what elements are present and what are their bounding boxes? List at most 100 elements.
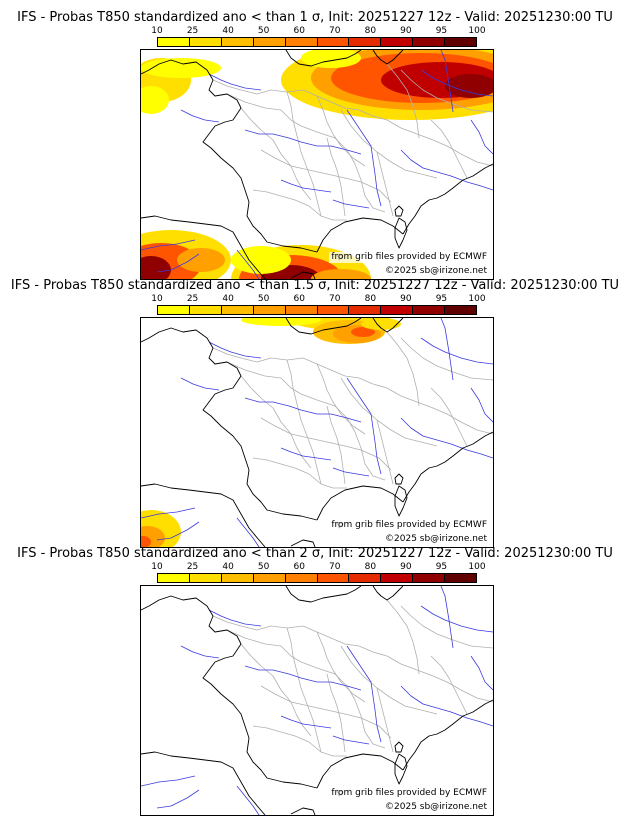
map-canvas <box>141 50 493 279</box>
admin-border-line <box>386 63 420 139</box>
river-line <box>440 318 454 381</box>
river-line <box>346 377 382 475</box>
coastline <box>141 327 242 377</box>
coastline <box>290 539 316 547</box>
admin-border-line <box>226 93 302 127</box>
probability-shading <box>141 318 401 547</box>
admin-border-line <box>376 151 394 217</box>
probability-area <box>361 318 401 330</box>
coastline <box>394 485 408 517</box>
colorbar-tick-label: 100 <box>468 26 486 36</box>
river-line <box>400 685 493 727</box>
copyright-credit: ©2025 sb@irizone.net <box>383 266 489 277</box>
colorbar-segment <box>285 38 318 46</box>
colorbar-tick-label: 60 <box>293 562 305 572</box>
colorbar-tick-label: 10 <box>151 294 163 304</box>
coastline <box>141 59 242 109</box>
admin-border-line <box>316 363 366 435</box>
colorbar-segment <box>285 574 318 582</box>
river-line <box>420 605 493 633</box>
colorbar-tick-label: 80 <box>364 26 377 36</box>
colorbar-segment <box>285 306 318 314</box>
coastline <box>202 375 318 521</box>
admin-border-line <box>286 91 322 217</box>
coastline <box>372 50 404 65</box>
admin-border-line <box>316 95 366 167</box>
admin-border-line <box>226 361 302 395</box>
coastline <box>394 473 404 485</box>
colorbar-tick-label: 25 <box>186 26 199 36</box>
colorbar-tick-label: 95 <box>435 26 448 36</box>
admin-border-line <box>340 109 438 179</box>
coastlines-borders-rivers <box>141 50 493 279</box>
river-line <box>156 789 200 809</box>
river-line <box>420 69 493 97</box>
colorbar-labels: 10 25 40 50 60 70 80 90 95 100 <box>151 26 485 36</box>
river-line <box>208 609 262 627</box>
colorbar-tick-label: 95 <box>435 562 448 572</box>
panel-title: IFS - Probas T850 standardized ano < tha… <box>10 278 620 293</box>
colorbar-segment <box>381 38 414 46</box>
admin-border-line <box>240 107 312 201</box>
colorbar-segment <box>317 306 350 314</box>
colorbar-segment <box>221 306 254 314</box>
coastline <box>141 751 266 815</box>
admin-border-line <box>400 337 493 381</box>
river-line <box>420 337 493 365</box>
colorbar-segment <box>413 306 446 314</box>
colorbar-tick-label: 70 <box>329 294 341 304</box>
probability-area <box>445 74 493 98</box>
coastline <box>141 215 266 279</box>
colorbar-segment <box>317 574 350 582</box>
coastline <box>202 107 318 253</box>
admin-border-line <box>260 685 392 739</box>
river-line <box>400 149 493 191</box>
river-line <box>208 341 262 359</box>
admin-border-line <box>300 661 386 749</box>
river-line <box>400 417 493 459</box>
probability-map: from grib files provided by ECMWF ©2025 … <box>140 317 494 548</box>
admin-border-line <box>358 645 493 703</box>
colorbar-tick-label: 90 <box>400 294 412 304</box>
admin-border-line <box>326 405 346 485</box>
colorbar-tick-label: 90 <box>400 562 412 572</box>
river-line <box>440 586 454 649</box>
coastlines-borders-rivers <box>141 318 493 547</box>
colorbar-segment <box>158 306 190 314</box>
map-panel-1: IFS - Probas T850 standardized ano < tha… <box>0 10 630 280</box>
river-line <box>180 109 220 123</box>
river-line <box>244 129 362 155</box>
admin-border-line <box>260 417 392 471</box>
coastline <box>202 643 318 789</box>
coastline <box>316 217 404 253</box>
colorbar-segment <box>221 38 254 46</box>
colorbar-tick-label: 70 <box>329 26 341 36</box>
source-credit: from grib files provided by ECMWF <box>329 252 489 263</box>
admin-border-line <box>430 387 468 447</box>
river-line <box>280 179 332 193</box>
coastlines-borders-rivers <box>141 586 493 815</box>
colorbar-segment <box>413 574 446 582</box>
colorbar-segment <box>158 38 190 46</box>
colorbar-labels: 10 25 40 50 60 70 80 90 95 100 <box>151 562 485 572</box>
coastline <box>285 50 362 67</box>
coastline <box>141 595 242 645</box>
river-line <box>180 377 220 391</box>
probability-map: from grib files provided by ECMWF ©2025 … <box>140 49 494 280</box>
coastline <box>372 318 404 333</box>
river-line <box>244 665 362 691</box>
coastline <box>316 485 404 521</box>
admin-border-line <box>240 375 312 469</box>
probability-area <box>311 269 371 279</box>
colorbar-labels: 10 25 40 50 60 70 80 90 95 100 <box>151 294 485 304</box>
colorbar-segment <box>349 306 382 314</box>
river-line <box>332 735 370 745</box>
colorbar-tick-label: 50 <box>257 26 270 36</box>
colorbar-tick-label: 90 <box>400 26 412 36</box>
admin-border-line <box>376 419 394 485</box>
coastline <box>285 318 362 335</box>
coastline <box>394 217 408 249</box>
colorbar-tick-label: 40 <box>222 26 234 36</box>
admin-border-line <box>358 109 493 167</box>
colorbar-segment <box>445 38 477 46</box>
